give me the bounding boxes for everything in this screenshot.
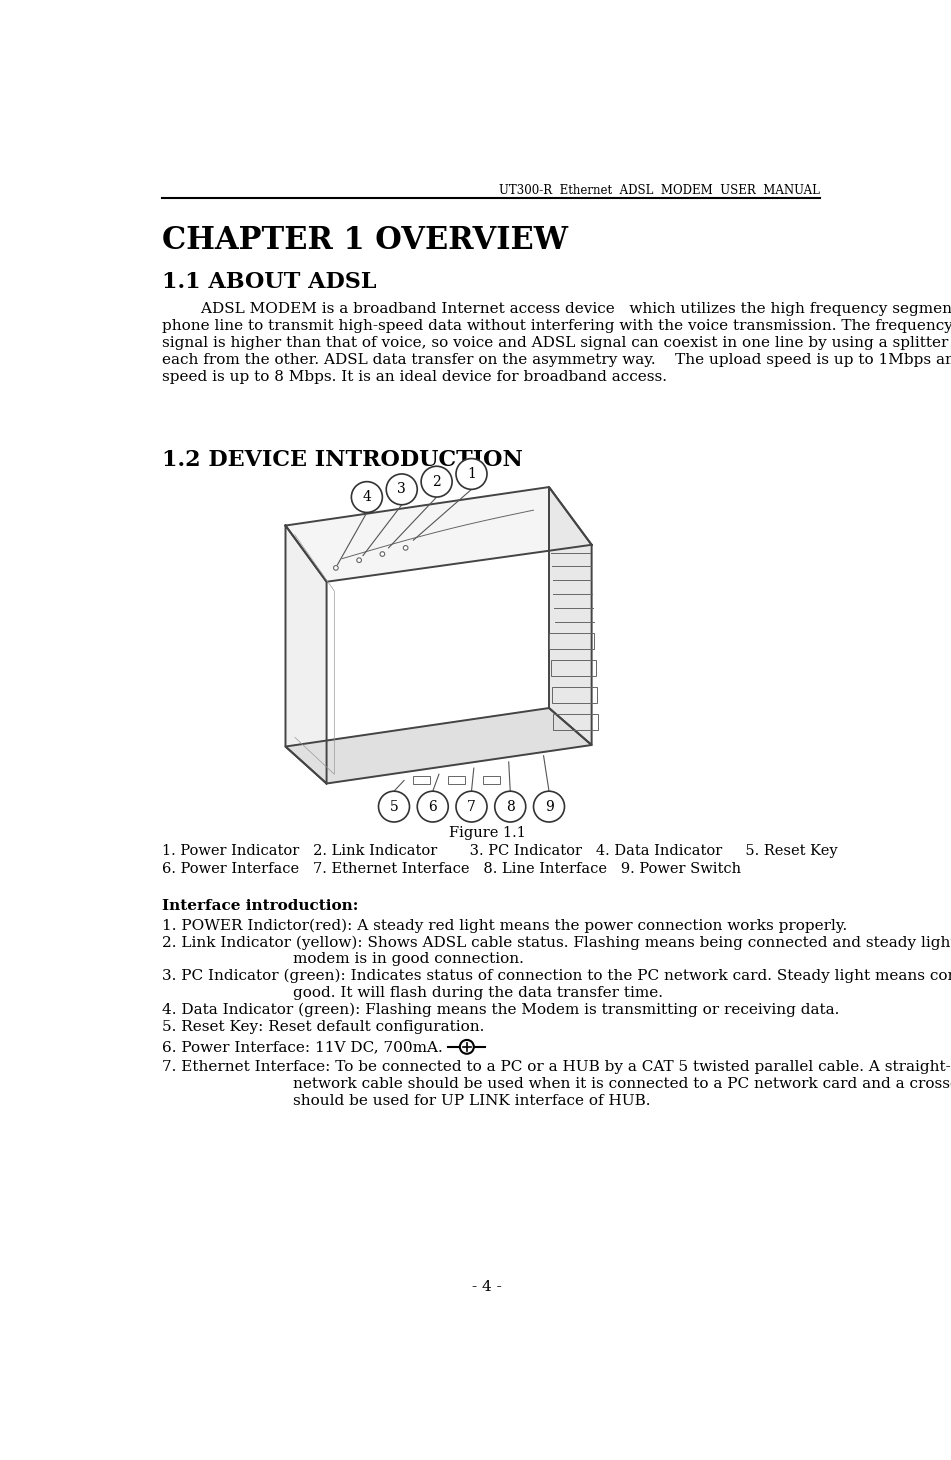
Text: each from the other. ADSL data transfer on the asymmetry way.    The upload spee: each from the other. ADSL data transfer …: [162, 353, 951, 366]
Text: Interface introduction:: Interface introduction:: [162, 899, 358, 912]
Circle shape: [495, 791, 526, 822]
Bar: [414, 775, 431, 784]
Polygon shape: [285, 526, 326, 784]
Circle shape: [380, 552, 385, 556]
Text: should be used for UP LINK interface of HUB.: should be used for UP LINK interface of …: [293, 1094, 650, 1108]
Bar: [448, 775, 465, 784]
Text: CHAPTER 1 OVERVIEW: CHAPTER 1 OVERVIEW: [162, 225, 568, 257]
Text: 3. PC Indicator (green): Indicates status of connection to the PC network card. : 3. PC Indicator (green): Indicates statu…: [162, 969, 951, 984]
Text: - 4 -: - 4 -: [472, 1280, 502, 1294]
Circle shape: [421, 466, 452, 496]
Text: 4: 4: [362, 491, 371, 504]
Circle shape: [456, 458, 487, 489]
Text: network cable should be used when it is connected to a PC network card and a cro: network cable should be used when it is …: [293, 1077, 951, 1091]
Text: 5. Reset Key: Reset default configuration.: 5. Reset Key: Reset default configuratio…: [162, 1021, 484, 1034]
Polygon shape: [549, 488, 592, 745]
Circle shape: [357, 558, 361, 562]
Text: modem is in good connection.: modem is in good connection.: [293, 952, 524, 967]
Text: speed is up to 8 Mbps. It is an ideal device for broadband access.: speed is up to 8 Mbps. It is an ideal de…: [162, 369, 667, 384]
Text: 7. Ethernet Interface: To be connected to a PC or a HUB by a CAT 5 twisted paral: 7. Ethernet Interface: To be connected t…: [162, 1060, 951, 1075]
Text: UT300-R  Ethernet  ADSL  MODEM  USER  MANUAL: UT300-R Ethernet ADSL MODEM USER MANUAL: [499, 184, 821, 197]
Circle shape: [534, 791, 565, 822]
Text: ADSL MODEM is a broadband Internet access device   which utilizes the high frequ: ADSL MODEM is a broadband Internet acces…: [162, 302, 951, 317]
Polygon shape: [285, 488, 592, 581]
Text: 6: 6: [428, 800, 437, 813]
Text: 4. Data Indicator (green): Flashing means the Modem is transmitting or receiving: 4. Data Indicator (green): Flashing mean…: [162, 1003, 839, 1018]
Circle shape: [334, 565, 339, 571]
Text: 9: 9: [545, 800, 553, 813]
Text: signal is higher than that of voice, so voice and ADSL signal can coexist in one: signal is higher than that of voice, so …: [162, 336, 951, 350]
Text: phone line to transmit high-speed data without interfering with the voice transm: phone line to transmit high-speed data w…: [162, 320, 951, 333]
Text: 8: 8: [506, 800, 514, 813]
Text: 2: 2: [433, 474, 441, 489]
Text: 1.2 DEVICE INTRODUCTION: 1.2 DEVICE INTRODUCTION: [162, 448, 522, 470]
Circle shape: [417, 791, 448, 822]
Text: 1. POWER Indictor(red): A steady red light means the power connection works prop: 1. POWER Indictor(red): A steady red lig…: [162, 918, 846, 933]
Circle shape: [460, 1040, 474, 1054]
Text: 1.1 ABOUT ADSL: 1.1 ABOUT ADSL: [162, 272, 376, 293]
Text: 6. Power Interface: 11V DC, 700mA.: 6. Power Interface: 11V DC, 700mA.: [162, 1040, 442, 1054]
Text: good. It will flash during the data transfer time.: good. It will flash during the data tran…: [293, 986, 663, 1000]
Text: 6. Power Interface   7. Ethernet Interface   8. Line Interface   9. Power Switch: 6. Power Interface 7. Ethernet Interface…: [162, 861, 741, 876]
Bar: [483, 775, 500, 784]
Polygon shape: [285, 708, 592, 784]
Circle shape: [403, 546, 408, 550]
Circle shape: [386, 474, 417, 505]
Text: Figure 1.1: Figure 1.1: [449, 826, 526, 839]
Circle shape: [351, 482, 382, 512]
Text: 2. Link Indicator (yellow): Shows ADSL cable status. Flashing means being connec: 2. Link Indicator (yellow): Shows ADSL c…: [162, 936, 951, 949]
Text: 1: 1: [467, 467, 476, 480]
Text: 7: 7: [467, 800, 476, 813]
Circle shape: [378, 791, 410, 822]
Text: 5: 5: [390, 800, 398, 813]
Circle shape: [456, 791, 487, 822]
Text: 1. Power Indicator   2. Link Indicator       3. PC Indicator   4. Data Indicator: 1. Power Indicator 2. Link Indicator 3. …: [162, 844, 837, 857]
Text: 3: 3: [398, 482, 406, 496]
